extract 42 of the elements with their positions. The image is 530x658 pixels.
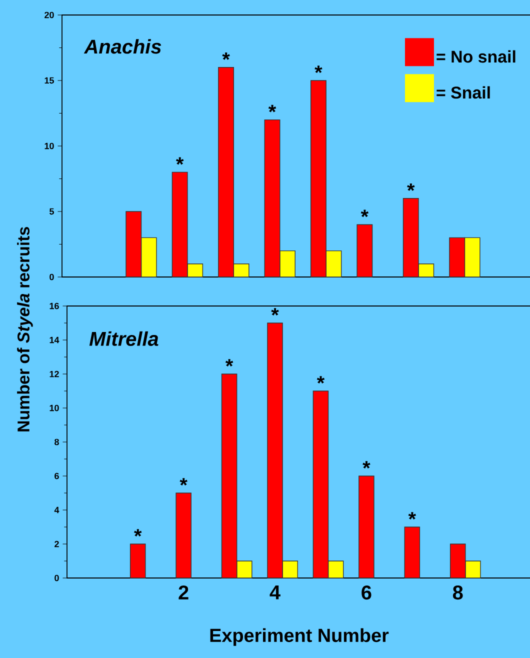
annotation: * <box>314 66 322 73</box>
annotation: * <box>360 210 369 218</box>
y-tick-label: 10 <box>44 142 54 150</box>
y-tick-label: 0 <box>50 274 54 280</box>
annotation: * <box>362 461 370 469</box>
y-tick-label: 5 <box>50 208 54 215</box>
bar <box>176 492 192 578</box>
annotation: * <box>407 184 415 191</box>
annotation: * <box>316 376 325 384</box>
text: Anachis <box>84 39 162 54</box>
y-tick-label: 10 <box>50 404 59 412</box>
annotation: * <box>134 529 142 537</box>
y-tick-label: 0 <box>54 574 59 582</box>
legend-label: = Snail <box>436 86 490 99</box>
bar <box>356 224 373 278</box>
annotation: * <box>180 478 188 486</box>
y-tick-label: 8 <box>54 438 59 446</box>
x-tick-label: 6 <box>362 586 372 600</box>
text: Mitrella <box>89 331 158 346</box>
y-tick-label: 6 <box>54 472 59 480</box>
y-tick-label: 14 <box>50 336 60 344</box>
y-tick-label: 16 <box>50 302 59 310</box>
y-tick-label: 4 <box>54 506 60 514</box>
x-tick-label: 4 <box>270 586 280 600</box>
annotation: * <box>176 157 184 165</box>
annotation: * <box>408 512 416 520</box>
legend-label: = No snail <box>436 50 516 63</box>
y-tick-label: 20 <box>44 12 54 18</box>
y-axis-title: Number of Styela recruits <box>17 227 33 432</box>
x-tick-label: 8 <box>452 586 463 600</box>
bar <box>358 476 374 578</box>
x-tick-label: 2 <box>178 586 188 600</box>
x-axis-title: Experiment Number <box>210 628 389 646</box>
bar <box>404 526 420 578</box>
annotation: * <box>268 104 276 112</box>
annotation: * <box>271 308 279 316</box>
annotation: * <box>222 52 230 60</box>
y-tick-label: 12 <box>50 370 59 378</box>
y-tick-label: 2 <box>54 540 59 548</box>
y-tick-label: 15 <box>44 77 54 84</box>
bar <box>130 544 146 578</box>
annotation: * <box>225 359 234 367</box>
